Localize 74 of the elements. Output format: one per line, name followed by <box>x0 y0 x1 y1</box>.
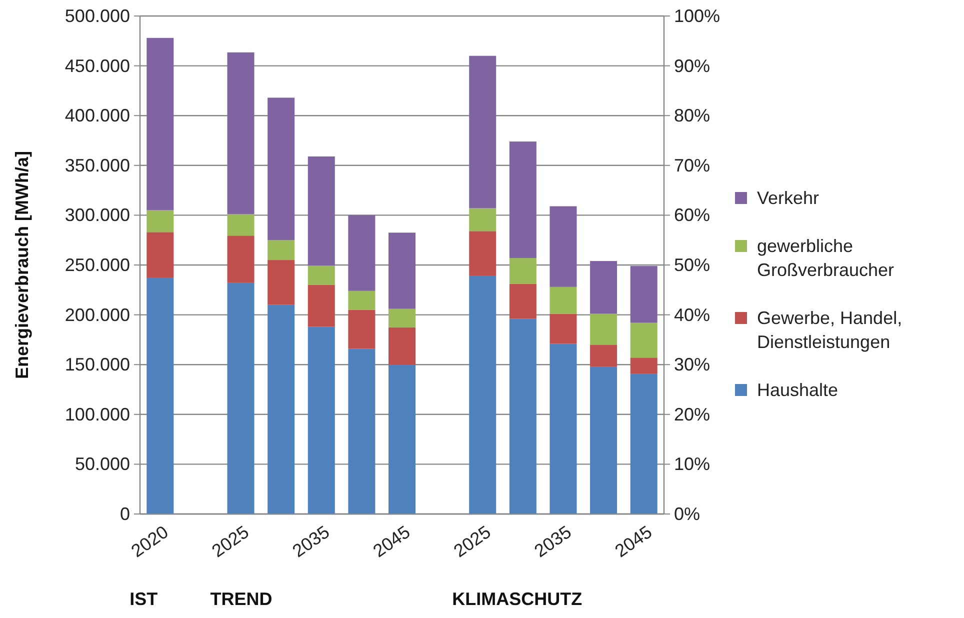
y-tick-label: 50.000 <box>74 454 130 474</box>
y-axis-title: Energieverbrauch [MWh/a] <box>12 150 32 380</box>
bar <box>227 214 254 236</box>
y2-tick-label: 30% <box>674 354 710 375</box>
y2-tick-label: 50% <box>674 255 710 275</box>
y-tick-label: 350.000 <box>64 155 130 176</box>
bar <box>630 266 658 323</box>
bar <box>227 52 254 214</box>
bar <box>590 261 618 314</box>
y-tick-label: 200.000 <box>64 304 130 325</box>
bar <box>590 314 618 345</box>
bar <box>268 240 295 260</box>
legend-label: Verkehr <box>757 188 820 208</box>
y-tick-label: 500.000 <box>64 6 130 26</box>
bar <box>388 232 416 309</box>
bar <box>348 310 376 349</box>
bar <box>227 236 254 283</box>
bar <box>388 327 416 365</box>
y2-tick-label: 60% <box>674 205 710 226</box>
bar <box>550 314 577 344</box>
y-tick-label: 100.000 <box>64 404 130 424</box>
legend-label: Haushalte <box>757 380 838 400</box>
y-tick-label: 150.000 <box>64 354 130 375</box>
y-tick-label: 0 <box>120 504 130 524</box>
bar <box>550 344 577 514</box>
y-tick-label: 300.000 <box>64 205 130 226</box>
y2-tick-label: 80% <box>674 106 710 126</box>
bar <box>146 210 174 232</box>
bar <box>308 284 335 327</box>
y2-tick-label: 70% <box>674 155 710 176</box>
bar <box>469 276 496 514</box>
bar <box>509 141 536 258</box>
y2-tick-label: 10% <box>674 454 710 474</box>
bar <box>146 278 174 514</box>
bar <box>469 231 496 276</box>
bar <box>268 260 295 305</box>
bar <box>268 304 295 514</box>
bar <box>469 56 496 208</box>
text: KLIMASCHUTZ <box>452 589 582 609</box>
bar <box>590 344 618 367</box>
bar <box>268 98 295 240</box>
bar <box>590 366 618 514</box>
bar <box>348 348 376 514</box>
bar <box>469 208 496 232</box>
bar <box>348 215 376 291</box>
bar <box>388 364 416 514</box>
y2-tick-label: 40% <box>674 304 710 325</box>
bar <box>308 266 335 285</box>
bar <box>509 318 536 514</box>
y2-tick-label: 20% <box>674 404 710 424</box>
legend-label: gewerbliche Großverbraucher <box>757 236 894 280</box>
bar <box>227 282 254 514</box>
y2-tick-label: 90% <box>674 56 710 76</box>
bar <box>630 374 658 514</box>
bar <box>509 284 536 319</box>
y-tick-label: 400.000 <box>64 106 130 126</box>
bar <box>509 258 536 284</box>
bar <box>630 322 658 358</box>
text: TREND <box>210 589 272 609</box>
bar <box>550 286 577 314</box>
y-tick-label: 450.000 <box>64 56 130 76</box>
bar <box>348 290 376 310</box>
text: IST <box>130 589 158 609</box>
bar <box>308 156 335 266</box>
bar <box>630 358 658 374</box>
bar <box>146 232 174 278</box>
legend-label: Gewerbe, Handel, Dienstleistungen <box>757 308 902 352</box>
bar <box>146 38 174 210</box>
y-tick-label: 250.000 <box>64 255 130 275</box>
bar <box>308 326 335 514</box>
y2-tick-label: 100% <box>674 6 720 26</box>
y2-tick-label: 0% <box>674 504 700 524</box>
bar <box>388 308 416 328</box>
bar <box>550 206 577 287</box>
